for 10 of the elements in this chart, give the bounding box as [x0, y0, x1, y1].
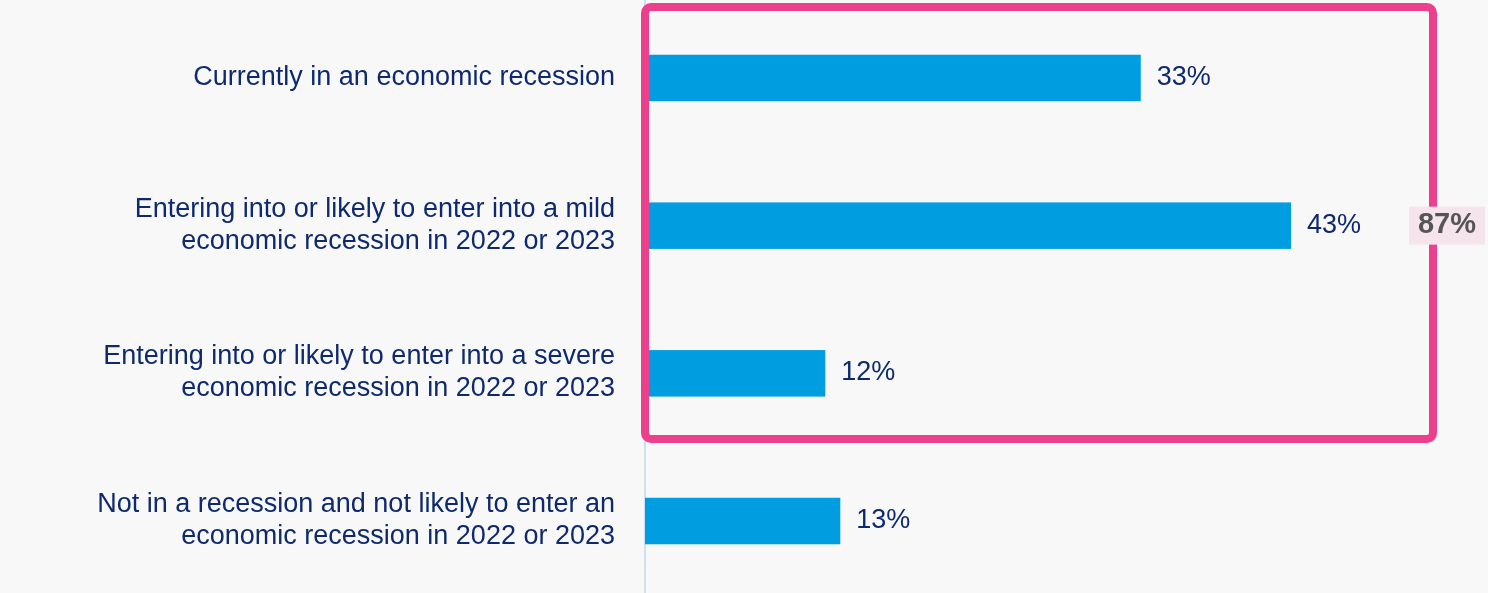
y-tick-label: Not in a recession and not likely to enter an economic recession in 2022 or 2023 [97, 488, 615, 551]
y-tick-label: Entering into or likely to enter into a mild economic recession in 2022 or 2023 [134, 192, 615, 255]
text: 87% [1417, 207, 1477, 240]
data-label: 43% [1307, 208, 1362, 239]
data-label: 33% [1156, 61, 1211, 92]
bar [645, 497, 841, 545]
y-tick-label: Currently in an economic recession [193, 61, 615, 92]
data-label: 13% [856, 504, 911, 535]
data-label: 12% [841, 356, 896, 387]
y-tick-label: Entering into or likely to enter into a severe economic recession in 2022 or 2023 [103, 340, 615, 403]
